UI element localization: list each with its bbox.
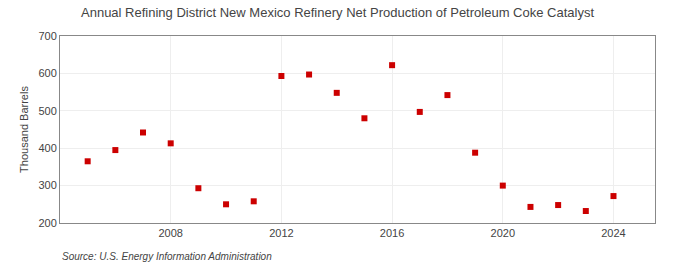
svg-text:2024: 2024 [601, 227, 625, 239]
svg-text:600: 600 [38, 67, 56, 79]
svg-text:300: 300 [38, 179, 56, 191]
svg-text:Thousand Barrels: Thousand Barrels [18, 86, 30, 173]
svg-text:700: 700 [38, 30, 56, 42]
svg-text:200: 200 [38, 217, 56, 229]
svg-text:2012: 2012 [269, 227, 293, 239]
svg-text:400: 400 [38, 142, 56, 154]
svg-text:2016: 2016 [380, 227, 404, 239]
svg-text:2020: 2020 [491, 227, 515, 239]
svg-text:Annual Refining District New M: Annual Refining District New Mexico Refi… [81, 5, 594, 20]
svg-text:500: 500 [38, 105, 56, 117]
svg-text:2008: 2008 [158, 227, 182, 239]
svg-text:Source: U.S. Energy Informatio: Source: U.S. Energy Information Administ… [62, 251, 272, 262]
